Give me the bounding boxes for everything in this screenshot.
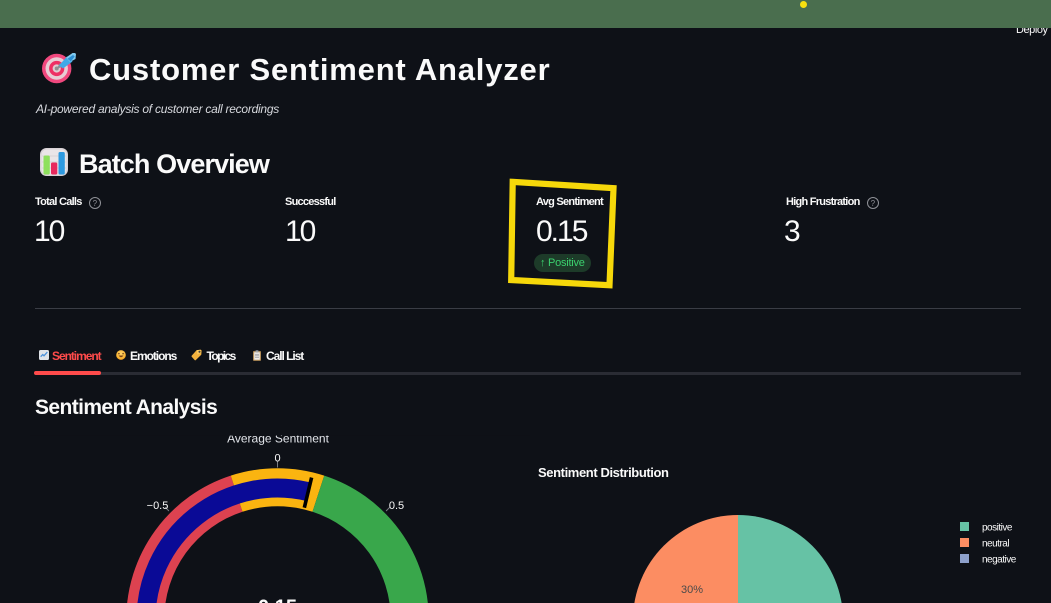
svg-text:positive: positive xyxy=(982,523,1013,534)
svg-text:0.15: 0.15 xyxy=(258,596,297,603)
svg-text:negative: negative xyxy=(982,555,1017,566)
svg-text:−0.5: −0.5 xyxy=(147,500,169,512)
svg-text:Sentiment Distribution: Sentiment Distribution xyxy=(538,465,669,480)
svg-text:neutral: neutral xyxy=(982,539,1009,550)
svg-text:0: 0 xyxy=(274,453,280,465)
svg-text:0.5: 0.5 xyxy=(389,500,404,512)
svg-text:30%: 30% xyxy=(681,584,703,596)
